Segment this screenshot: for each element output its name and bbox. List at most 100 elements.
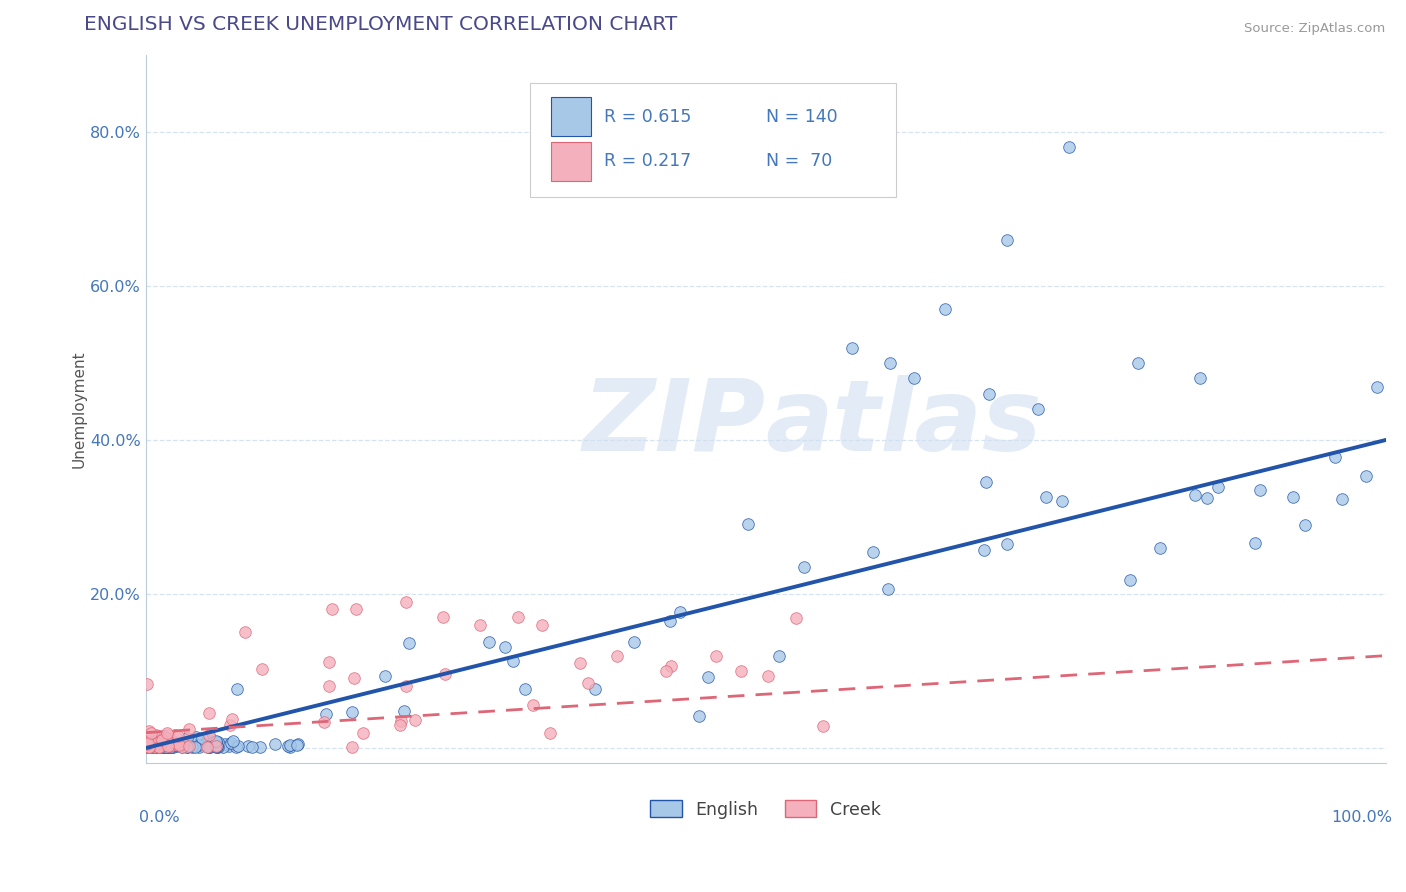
Point bbox=[152, 740, 174, 755]
Point bbox=[697, 670, 720, 684]
Point bbox=[318, 655, 340, 669]
Point bbox=[785, 611, 807, 625]
Point bbox=[202, 735, 225, 749]
Point bbox=[205, 739, 228, 754]
Point bbox=[1149, 541, 1171, 556]
Point bbox=[165, 738, 187, 752]
Text: ZIP: ZIP bbox=[582, 375, 766, 472]
Point bbox=[1249, 483, 1271, 498]
Point bbox=[160, 738, 183, 752]
Point bbox=[202, 739, 225, 754]
Point bbox=[1188, 371, 1211, 385]
Point bbox=[813, 719, 835, 733]
Point bbox=[156, 740, 179, 755]
Point bbox=[238, 739, 260, 753]
Point bbox=[135, 736, 157, 750]
Point bbox=[1206, 480, 1229, 494]
Point bbox=[218, 737, 240, 751]
Point bbox=[142, 739, 165, 753]
Point bbox=[176, 739, 198, 754]
Point bbox=[222, 734, 245, 748]
Point bbox=[159, 739, 181, 754]
Point bbox=[1184, 488, 1206, 502]
Point bbox=[150, 733, 173, 747]
Point bbox=[184, 731, 207, 745]
Point bbox=[659, 659, 682, 673]
Point bbox=[219, 718, 242, 732]
Point bbox=[139, 739, 162, 754]
Point bbox=[389, 714, 412, 729]
Point bbox=[995, 233, 1018, 247]
Point bbox=[135, 740, 157, 755]
Point bbox=[145, 736, 167, 750]
Point bbox=[568, 657, 591, 671]
Point bbox=[145, 736, 167, 750]
Point bbox=[156, 739, 179, 753]
Point bbox=[668, 605, 690, 619]
Point bbox=[143, 740, 166, 755]
Point bbox=[194, 737, 217, 751]
Point bbox=[145, 728, 167, 742]
Point bbox=[494, 640, 516, 654]
Point bbox=[977, 387, 1000, 401]
Point bbox=[149, 740, 172, 755]
Point bbox=[395, 595, 418, 609]
Point bbox=[138, 734, 160, 748]
Point bbox=[176, 731, 198, 746]
Point bbox=[197, 727, 219, 741]
Point bbox=[278, 740, 301, 755]
Point bbox=[179, 734, 201, 748]
Point bbox=[143, 740, 166, 755]
Point bbox=[1243, 535, 1265, 549]
Point bbox=[136, 676, 159, 690]
Point bbox=[225, 739, 247, 754]
Point bbox=[145, 740, 167, 755]
Text: Source: ZipAtlas.com: Source: ZipAtlas.com bbox=[1244, 22, 1385, 36]
Point bbox=[191, 731, 214, 745]
Text: R = 0.217: R = 0.217 bbox=[605, 153, 692, 170]
Point bbox=[136, 740, 159, 755]
Point bbox=[156, 739, 179, 754]
Point bbox=[142, 740, 165, 755]
Point bbox=[506, 610, 529, 624]
Point bbox=[623, 634, 645, 648]
Point bbox=[141, 737, 163, 751]
Point bbox=[139, 740, 162, 755]
Point bbox=[205, 739, 228, 754]
Point bbox=[344, 602, 367, 616]
Point bbox=[374, 669, 396, 683]
FancyBboxPatch shape bbox=[551, 142, 591, 181]
Point bbox=[200, 734, 222, 748]
Point bbox=[143, 739, 166, 754]
Point bbox=[1119, 574, 1142, 588]
Point bbox=[143, 735, 166, 749]
Point bbox=[197, 739, 219, 754]
Point bbox=[973, 543, 995, 558]
Point bbox=[576, 676, 599, 690]
Point bbox=[156, 739, 179, 754]
Point bbox=[155, 731, 177, 746]
Point bbox=[146, 740, 169, 755]
Point bbox=[538, 726, 561, 740]
Point bbox=[1028, 402, 1050, 417]
Point bbox=[138, 739, 160, 754]
Point bbox=[148, 740, 170, 755]
Point bbox=[162, 739, 184, 754]
Point bbox=[205, 740, 228, 755]
Point bbox=[156, 726, 179, 740]
Point bbox=[169, 738, 191, 752]
Point bbox=[143, 739, 166, 754]
Point bbox=[218, 739, 240, 753]
Point bbox=[312, 715, 335, 730]
Y-axis label: Unemployment: Unemployment bbox=[72, 351, 86, 468]
Point bbox=[513, 682, 536, 697]
Point bbox=[226, 739, 249, 753]
Point bbox=[221, 712, 243, 726]
Point bbox=[207, 740, 229, 755]
Point bbox=[207, 739, 229, 753]
Point bbox=[159, 739, 181, 754]
Text: N =  70: N = 70 bbox=[766, 153, 832, 170]
Point bbox=[198, 706, 221, 720]
Point bbox=[157, 739, 180, 753]
Point bbox=[172, 737, 194, 751]
